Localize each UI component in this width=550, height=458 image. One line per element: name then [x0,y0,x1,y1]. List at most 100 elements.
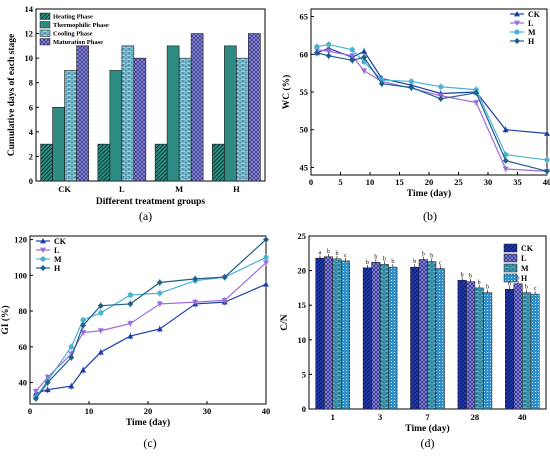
c-plot-frame [29,235,267,405]
a-bar-M-3 [190,33,204,182]
c-point-M-4 [98,310,104,316]
d-bar-3-CK [362,267,372,410]
c-series-line-L [35,262,267,392]
b-xtick-label-4: 20 [425,177,434,187]
d-legend-label-2: M [521,264,529,273]
a-xtick-label-1: L [119,184,125,194]
b-point-L-7 [473,100,480,106]
c-point-H-1 [44,379,51,386]
c-point-CK-5 [127,333,134,339]
a-legend-label-0: Heating Phase [53,14,93,21]
b-ytick-label-3: 60 [300,49,309,59]
a-bar-CK-2 [64,70,77,182]
b-point-H-7 [473,89,480,96]
d-sig-label-28-L: b [469,274,472,280]
d-ytick-label-1: 5 [302,369,306,379]
a-ytick-label-4: 8 [29,78,33,88]
b-series-line-L [316,49,548,172]
a-legend-label-1: Thermophilic Phase [53,22,109,29]
d-xtick-label-3: 28 [471,412,480,422]
d-sig-label-1-CK: a [319,250,322,256]
b-point-H-5 [408,84,415,91]
d-ytick-label-2: 10 [298,335,307,345]
c-point-M-2 [68,344,74,350]
a-legend-swatch-3 [39,38,51,46]
c-ytick-label-1: 60 [19,342,28,352]
c-point-CK-3 [80,367,87,373]
b-point-L-8 [502,166,509,172]
b-series-line-CK [316,47,548,135]
a-ytick-label-2: 4 [29,127,34,137]
c-series-line-CK [35,283,267,394]
d-x-axis-label: Time (day) [405,423,449,434]
c-panel-label: (c) [143,436,156,450]
d-xtick-label-1: 3 [378,412,382,422]
d-bar-28-M [474,287,484,410]
c-xtick-label-0: 0 [28,406,32,416]
c-y-axis-label: GI (%) [0,305,11,334]
d-bar-1-M [332,258,342,410]
b-panel-label: (b) [423,209,437,223]
d-legend-swatch-0 [503,243,518,253]
c-point-M-6 [157,290,163,296]
b-xtick-label-8: 40 [543,177,550,187]
b-xtick-label-7: 35 [513,177,522,187]
b-point-H-3 [361,54,368,61]
d-sig-label-3-L: b [374,254,377,260]
d-sig-label-3-H: b [391,259,394,265]
c-point-CK-1 [44,386,51,393]
a-bar-H-3 [248,33,261,182]
c-point-L-8 [221,297,228,304]
c-point-L-6 [156,301,163,307]
d-xtick-label-4: 40 [518,412,527,422]
a-xtick-label-0: CK [58,184,71,194]
c-xtick-label-3: 30 [203,406,212,416]
b-point-L-1 [325,48,332,55]
d-ytick-label-0: 0 [302,404,306,414]
c-point-L-5 [127,321,134,327]
c-legend-label-1: L [54,246,59,255]
a-xtick-label-3: H [233,184,240,194]
c-ytick-label-3: 100 [14,270,27,280]
d-bar-7-CK [410,266,420,410]
b-series-line-M [316,43,548,161]
c-point-L-9 [263,260,269,266]
c-point-H-4 [97,302,104,309]
a-bar-M-1 [166,45,180,182]
d-ytick-label-4: 20 [298,266,307,276]
c-ytick-label-2: 80 [19,306,28,316]
d-legend-label-0: CK [521,244,534,253]
d-ytick-label-3: 15 [298,300,307,310]
b-point-M-0 [314,44,320,50]
b-point-L-2 [349,53,356,59]
c-point-CK-4 [97,349,104,355]
a-bar-CK-1 [52,106,65,182]
d-legend-label-1: L [521,254,526,263]
a-legend-swatch-0 [39,12,51,20]
b-ytick-label-1: 50 [300,125,309,135]
b-x-axis-label: Time (day) [407,188,451,199]
d-sig-label-1-H: c [344,253,347,259]
b-series-line-H [316,52,548,172]
d-bar-1-L [323,256,333,410]
c-legend-marker-3 [40,265,46,271]
d-legend-swatch-3 [503,273,518,283]
c-legend-marker-1 [40,247,46,253]
c-legend-marker-2 [40,256,46,262]
b-point-H-1 [325,52,332,59]
a-bar-L-3 [133,57,147,182]
b-legend-label-0: CK [528,10,541,19]
c-point-H-3 [80,322,87,329]
b-point-H-0 [313,49,320,56]
c-point-CK-2 [68,383,75,389]
b-point-M-8 [503,152,509,158]
d-sig-label-40-CK: b [508,281,511,287]
d-bar-40-H [530,293,540,410]
c-ytick-label-4: 120 [14,235,27,245]
a-legend-swatch-1 [39,21,51,29]
c-point-L-0 [32,389,39,395]
b-xtick-label-3: 15 [395,177,404,187]
c-legend-label-3: H [54,264,61,273]
